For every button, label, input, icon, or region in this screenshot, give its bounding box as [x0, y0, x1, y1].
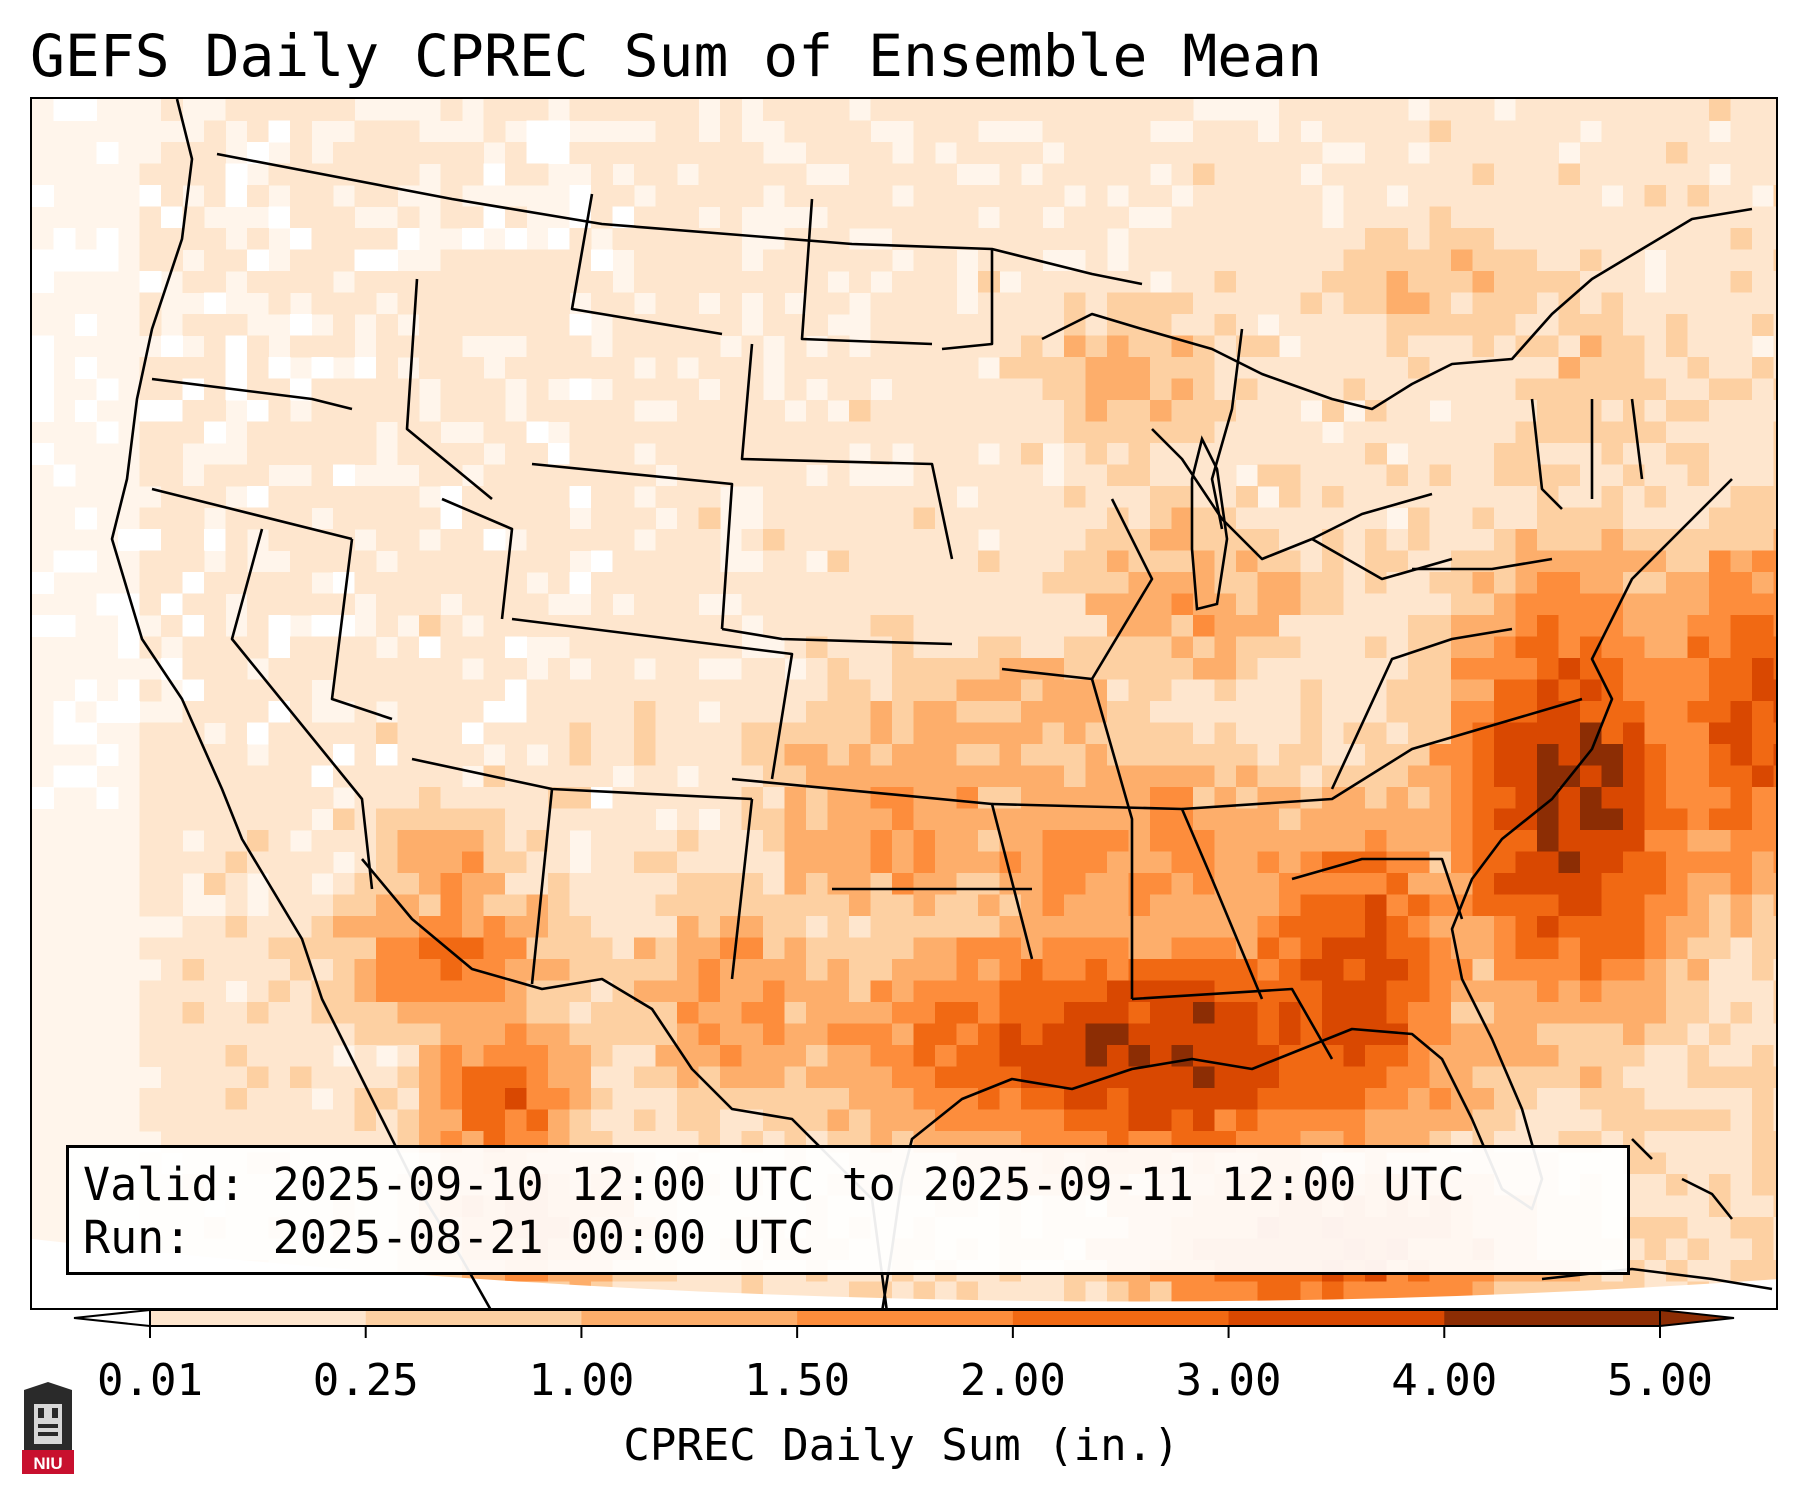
boundary-line — [740, 343, 954, 560]
colorbar-under-arrow — [73, 1310, 151, 1328]
boundary-line — [1412, 557, 1553, 571]
colorbar-ticks: 0.01 0.25 1.00 1.50 2.00 3.00 4.00 5.00 — [0, 1355, 1803, 1415]
colorbar-segment — [1012, 1310, 1230, 1326]
boundary-line — [1090, 678, 1134, 999]
boundary-line — [330, 538, 393, 721]
run-time-line: Run: 2025-08-21 00:00 UTC — [83, 1211, 815, 1264]
colorbar-tick-label: 2.00 — [959, 1355, 1066, 1406]
lake-outline — [1190, 435, 1229, 611]
colorbar — [73, 1310, 1735, 1338]
colorbar-segment — [150, 1310, 367, 1326]
colorbar-segment — [581, 1310, 798, 1326]
info-box: Valid: 2025-09-10 12:00 UTC to 2025-09-1… — [66, 1145, 1630, 1275]
boundary-line — [941, 249, 994, 351]
colorbar-tick-label: 0.01 — [97, 1355, 203, 1406]
colorbar-segment — [365, 1310, 582, 1326]
colorbar-tick-label: 5.00 — [1607, 1355, 1713, 1406]
boundary-line — [800, 198, 933, 346]
colorbar-tick-label: 0.25 — [312, 1355, 419, 1406]
boundary-line — [1001, 498, 1154, 681]
boundary-line — [151, 487, 353, 541]
boundary-line — [151, 377, 353, 411]
precip-field — [32, 99, 1776, 1308]
colorbar-segment — [797, 1310, 1014, 1326]
colorbar-over-arrow — [1659, 1310, 1735, 1328]
boundary-line — [1311, 537, 1453, 581]
map-canvas — [32, 99, 1776, 1308]
colorbar-tick-label: 4.00 — [1391, 1355, 1498, 1406]
boundary-line — [721, 627, 953, 646]
boundary-line — [216, 152, 1143, 286]
boundary-line — [570, 193, 723, 336]
map-title: GEFS Daily CPREC Sum of Ensemble Mean — [30, 22, 1323, 90]
boundary-line — [230, 528, 374, 890]
precipitation-map — [30, 97, 1778, 1310]
colorbar-segment — [1228, 1310, 1445, 1326]
colorbar-label: CPREC Daily Sum (in.) — [623, 1420, 1180, 1471]
valid-time-line: Valid: 2025-09-10 12:00 UTC to 2025-09-1… — [83, 1158, 1465, 1211]
colorbar-segment — [1444, 1310, 1661, 1326]
boundary-line — [1291, 857, 1464, 920]
boundary-line — [1530, 398, 1563, 510]
boundary-line — [1330, 627, 1513, 790]
svg-text:NIU: NIU — [33, 1454, 62, 1473]
boundary-line — [1210, 328, 1244, 530]
boundary-line — [730, 798, 754, 980]
colorbar-tick-label: 1.50 — [744, 1355, 851, 1406]
colorbar-tick-label: 1.00 — [528, 1355, 635, 1406]
boundary-line — [1181, 697, 1583, 811]
boundary-line — [1041, 207, 1753, 411]
boundary-line — [1151, 428, 1433, 561]
boundary-line — [1210, 878, 1264, 1000]
boundary-line — [1630, 398, 1644, 480]
boundary-line — [405, 278, 493, 501]
niu-logo-icon: NIU — [22, 1382, 74, 1474]
boundary-line — [441, 497, 514, 620]
boundary-line — [511, 617, 794, 780]
boundary-line — [530, 788, 554, 985]
boundary-line — [1131, 987, 1334, 1060]
boundary-line — [531, 462, 734, 630]
boundary-line — [110, 99, 492, 1308]
colorbar-tick-label: 3.00 — [1175, 1355, 1282, 1406]
